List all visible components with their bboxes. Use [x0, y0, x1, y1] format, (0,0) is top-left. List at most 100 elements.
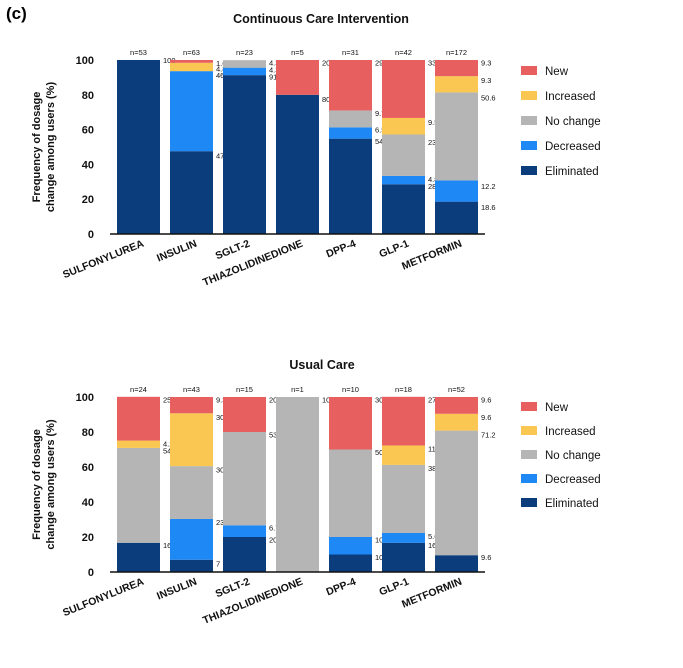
bar-segment-decreased-dpp-4	[329, 537, 372, 555]
bar-segment-new-metformin	[435, 397, 478, 414]
bar-segment-decreased-glp-1	[382, 175, 425, 185]
n-label-dpp-4: n=10	[342, 385, 359, 394]
bar-segment-eliminated-metformin	[435, 555, 478, 572]
legend-swatch-decreased	[521, 141, 537, 150]
n-label-metformin: n=172	[446, 48, 467, 57]
bar-segment-eliminated-sulfonylurea	[117, 542, 160, 572]
bar-segment-decreased-sglt-2	[223, 67, 266, 76]
bar-segment-decreased-metformin	[435, 180, 478, 202]
data-label: 80	[322, 95, 330, 104]
legend-label-eliminated: Eliminated	[545, 166, 599, 178]
n-label-sglt-2: n=23	[236, 48, 253, 57]
bar-segment-no-change-insulin	[170, 466, 213, 519]
data-label: 100	[163, 56, 176, 65]
panel-label: (c)	[6, 4, 27, 23]
bar-segment-increased-insulin	[170, 413, 213, 467]
bar-segment-decreased-dpp-4	[329, 127, 372, 139]
y-axis-label-line2: change among users (%)	[45, 82, 57, 213]
bar-segment-increased-metformin	[435, 413, 478, 431]
bar-segment-new-glp-1	[382, 60, 425, 118]
y-tick-label: 60	[82, 125, 94, 137]
legend-swatch-increased	[521, 91, 537, 100]
n-label-thiazolidinedione: n=1	[291, 385, 304, 394]
bar-segment-new-thiazolidinedione	[276, 60, 319, 95]
chart-continuous-care: Continuous Care Intervention Frequency of…	[31, 12, 601, 289]
x-tick-label-insulin: INSULIN	[155, 576, 198, 603]
bar-segment-no-change-sglt-2	[223, 432, 266, 526]
x-tick-label-thiazolidinedione: THIAZOLIDINEDIONE	[201, 238, 304, 289]
bar-segment-eliminated-thiazolidinedione	[276, 94, 319, 234]
n-label-sulfonylurea: n=24	[130, 385, 147, 394]
data-label: 12.2	[481, 182, 496, 191]
data-label: 4.8	[216, 65, 226, 74]
data-label: 50.6	[481, 93, 496, 102]
data-label: 4.3	[269, 66, 279, 75]
legend-swatch-no-change	[521, 116, 537, 125]
data-label: 30	[375, 396, 383, 405]
legend-label-increased: Increased	[545, 91, 596, 103]
x-tick-label-dpp-4: DPP-4	[324, 576, 357, 599]
bar-segment-decreased-sglt-2	[223, 525, 266, 537]
bar-segment-no-change-metformin	[435, 430, 478, 556]
data-label: 4.8	[428, 175, 438, 184]
bar-segment-increased-glp-1	[382, 445, 425, 465]
data-label: 100	[322, 396, 335, 405]
y-tick-label: 60	[82, 462, 94, 474]
y-tick-label: 40	[82, 497, 94, 509]
data-label: 7	[216, 559, 220, 568]
bar-segment-new-insulin	[170, 60, 213, 63]
n-label-sglt-2: n=15	[236, 385, 253, 394]
x-tick-label-sulfonylurea: SULFONYLUREA	[61, 238, 146, 282]
y-tick-label: 100	[76, 55, 94, 67]
data-label: 9.7	[375, 109, 385, 118]
bar-segment-eliminated-sglt-2	[223, 75, 266, 234]
y-tick-label: 20	[82, 532, 94, 544]
bar-segment-new-sglt-2	[223, 397, 266, 432]
y-tick-label: 0	[88, 229, 94, 241]
y-tick-label: 80	[82, 427, 94, 439]
bar-segment-no-change-metformin	[435, 92, 478, 181]
chart-usual-care: Usual Care Frequency of dosage change amon…	[31, 358, 601, 627]
data-label: 6.7	[269, 523, 279, 532]
legend-swatch-new	[521, 66, 537, 75]
x-tick-label-glp-1: GLP-1	[377, 576, 410, 599]
bar-segment-eliminated-insulin	[170, 151, 213, 234]
legend-label-increased: Increased	[545, 426, 596, 438]
legend-swatch-decreased	[521, 474, 537, 483]
y-axis-label-line1: Frequency of dosage	[31, 429, 43, 540]
y-axis-label-line1: Frequency of dosage	[31, 92, 43, 203]
data-label: 20	[322, 59, 330, 68]
bar-segment-eliminated-sglt-2	[223, 537, 266, 572]
bar-segment-increased-metformin	[435, 76, 478, 93]
data-label: 10	[375, 553, 383, 562]
x-tick-label-metformin: METFORMIN	[400, 238, 463, 273]
data-label: 9.6	[481, 413, 491, 422]
bar-segment-eliminated-glp-1	[382, 542, 425, 572]
bar-segment-new-dpp-4	[329, 60, 372, 111]
data-label: 50	[375, 448, 383, 457]
data-label: 20	[269, 396, 277, 405]
bar-segment-increased-insulin	[170, 62, 213, 72]
data-label: 9.6	[481, 396, 491, 405]
y-tick-label: 20	[82, 194, 94, 206]
data-label: 9.3	[481, 59, 491, 68]
legend-label-decreased: Decreased	[545, 474, 601, 486]
bar-segment-new-insulin	[170, 397, 213, 414]
bar-segment-no-change-sulfonylurea	[117, 447, 160, 543]
data-label: 5.6	[428, 532, 438, 541]
legend-label-no-change: No change	[545, 450, 601, 462]
bar-segment-increased-sulfonylurea	[117, 440, 160, 448]
data-label: 4.3	[269, 59, 279, 68]
legend-swatch-eliminated	[521, 166, 537, 175]
bar-segment-eliminated-dpp-4	[329, 138, 372, 234]
legend-label-new: New	[545, 66, 569, 78]
y-tick-label: 100	[76, 392, 94, 404]
data-label: 25	[163, 396, 171, 405]
y-tick-label: 0	[88, 567, 94, 579]
data-label: 9.6	[481, 553, 491, 562]
x-tick-label-sulfonylurea: SULFONYLUREA	[61, 576, 146, 620]
bar-segment-no-change-dpp-4	[329, 449, 372, 537]
data-label: 46	[216, 71, 224, 80]
data-label: 29	[375, 59, 383, 68]
data-label: 6.5	[375, 126, 385, 135]
